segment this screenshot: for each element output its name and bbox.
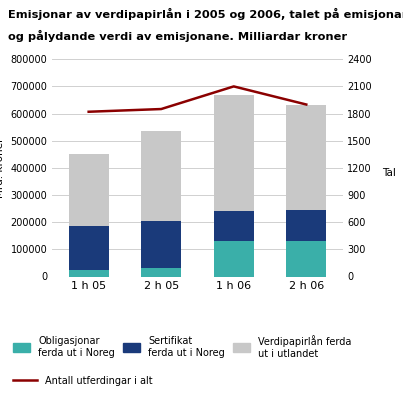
Bar: [214, 94, 254, 211]
Bar: [214, 241, 254, 276]
Bar: [286, 210, 326, 241]
Bar: [69, 154, 109, 226]
Text: Emisjonar av verdipapirlån i 2005 og 2006, talet på emisjonar: Emisjonar av verdipapirlån i 2005 og 200…: [8, 8, 403, 20]
Bar: [69, 270, 109, 276]
Bar: [141, 131, 181, 221]
Legend: Obligasjonar
ferda ut i Noreg, Sertifikat
ferda ut i Noreg, Verdipapirlån ferda
: Obligasjonar ferda ut i Noreg, Sertifika…: [13, 335, 351, 359]
Bar: [141, 268, 181, 276]
Bar: [214, 211, 254, 241]
Bar: [69, 226, 109, 270]
Y-axis label: Tal: Tal: [382, 168, 396, 178]
Y-axis label: Mrd. kroner: Mrd. kroner: [0, 138, 5, 198]
Bar: [141, 221, 181, 268]
Legend: Antall utferdingar i alt: Antall utferdingar i alt: [13, 376, 153, 386]
Bar: [286, 105, 326, 210]
Text: og pålydande verdi av emisjonane. Milliardar kroner: og pålydande verdi av emisjonane. Millia…: [8, 30, 347, 42]
Bar: [286, 241, 326, 276]
